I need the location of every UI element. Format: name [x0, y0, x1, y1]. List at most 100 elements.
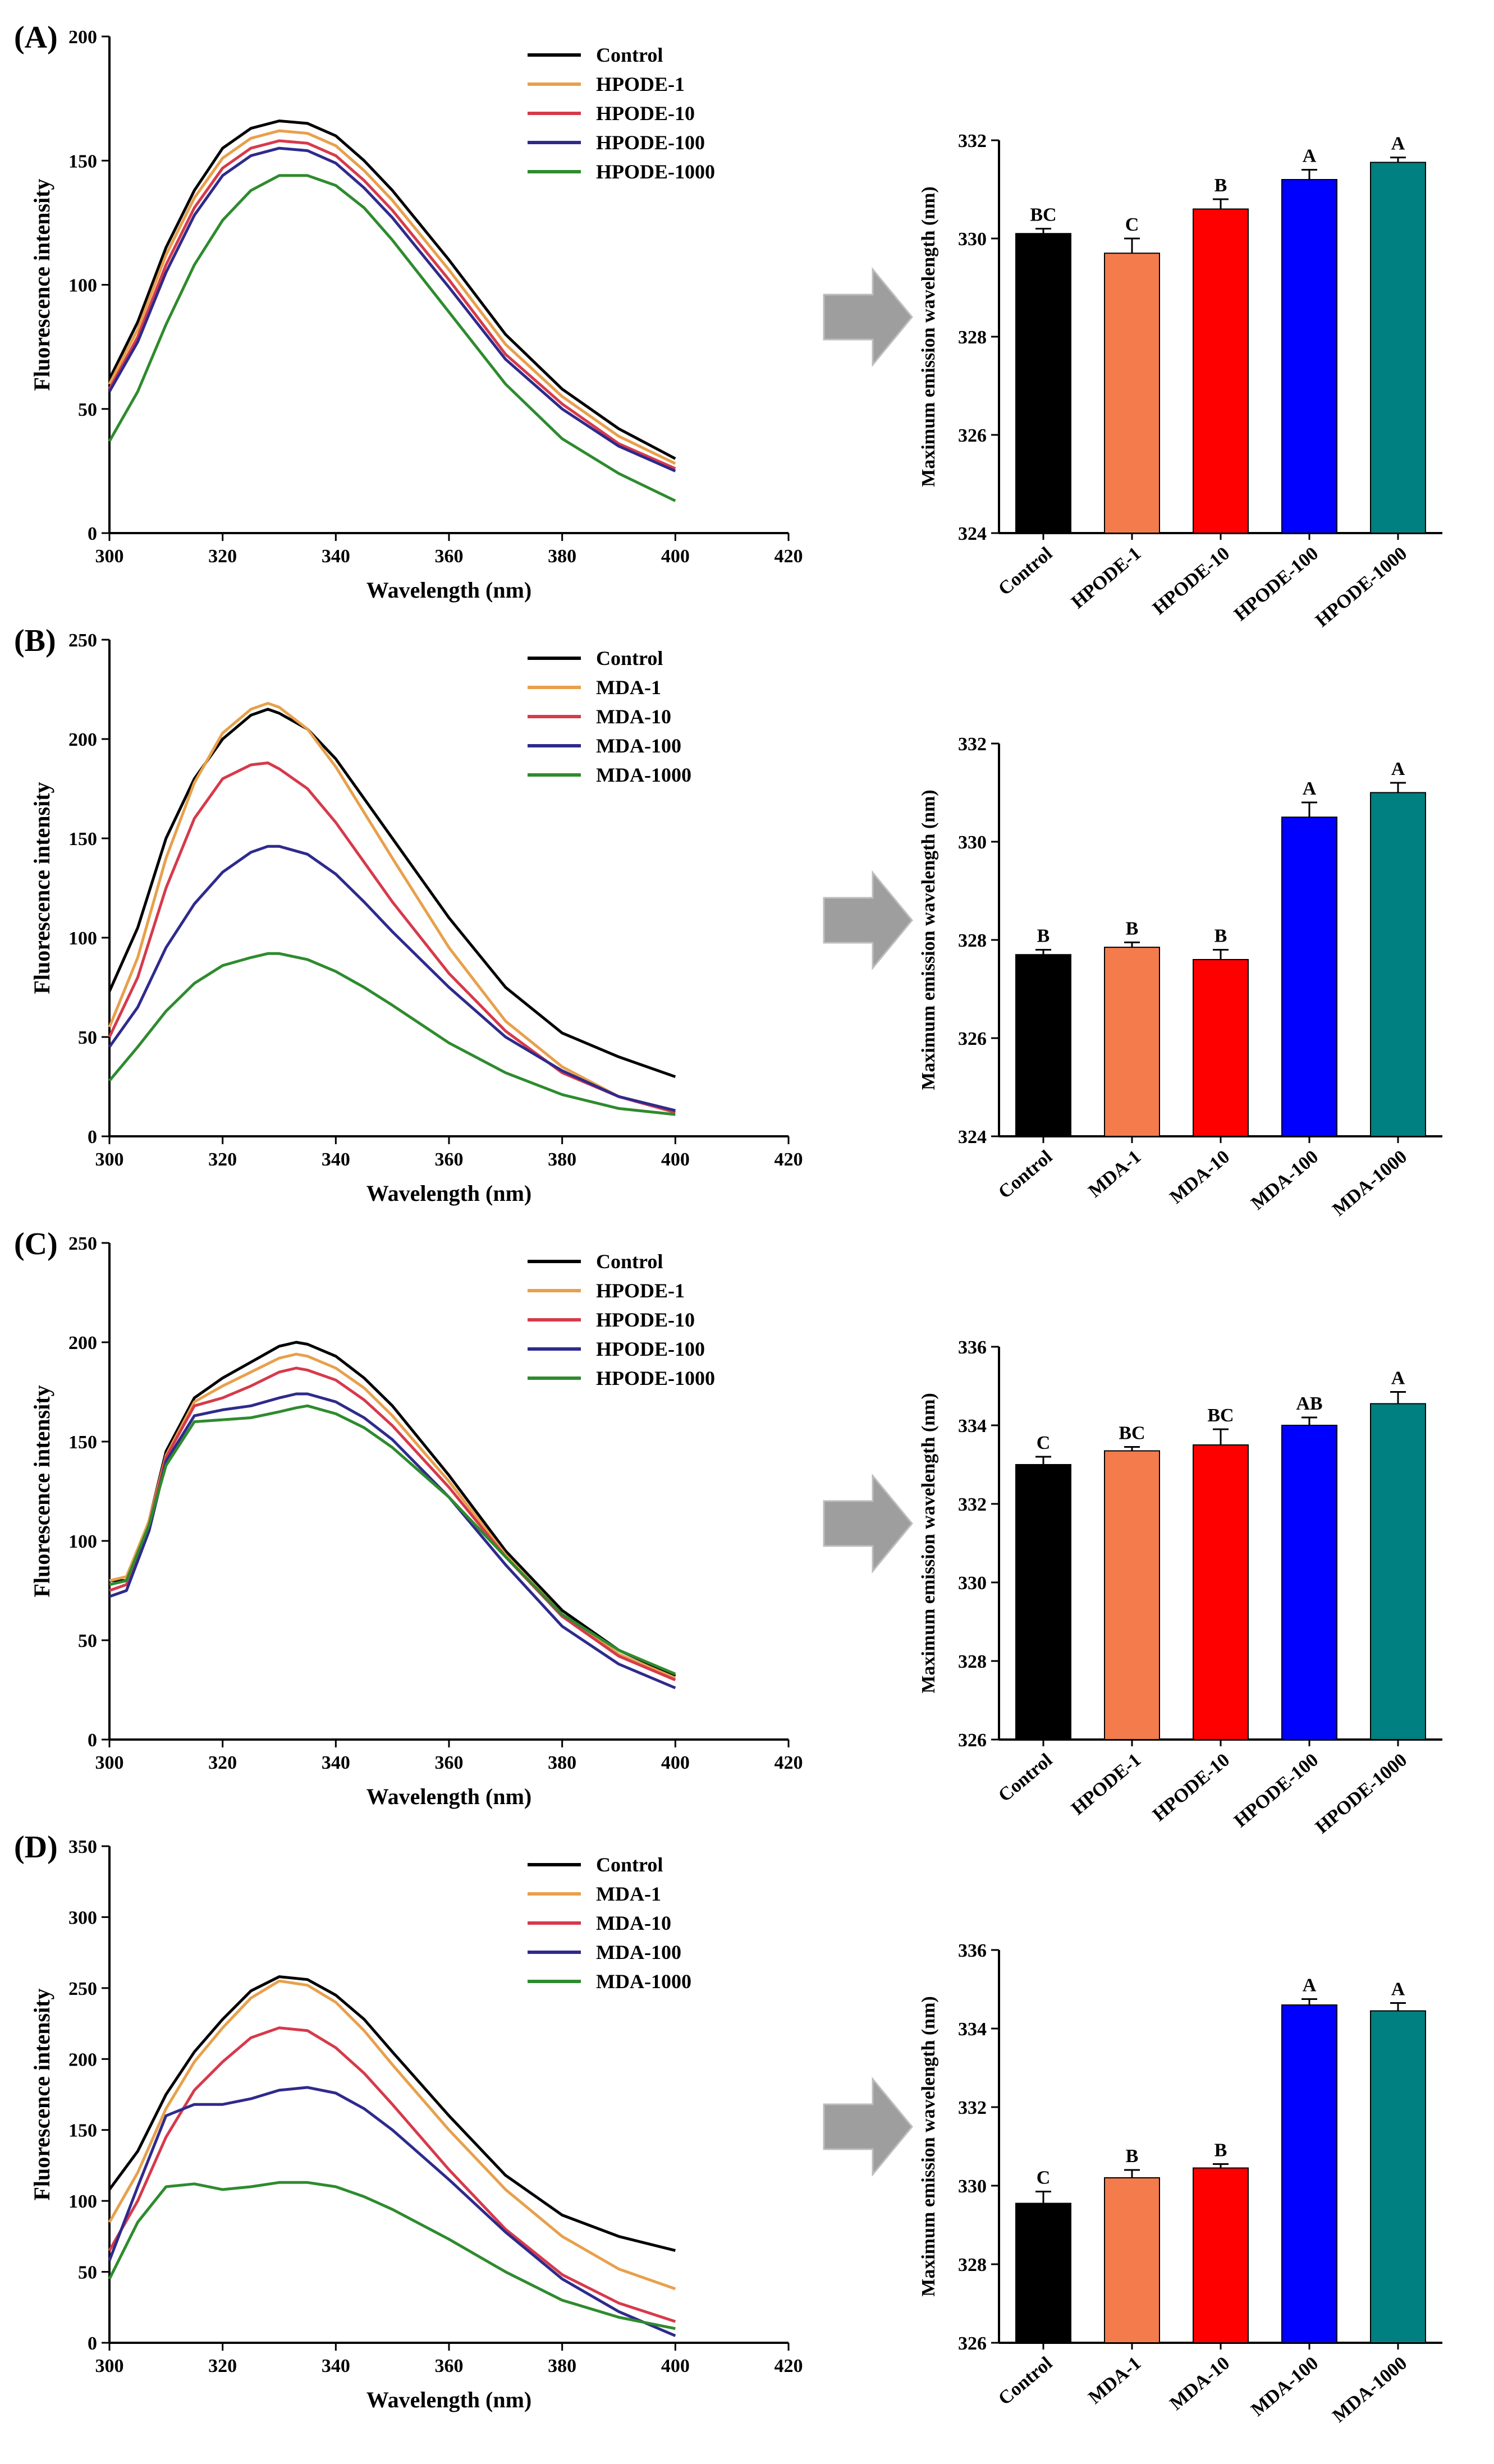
bar-control	[1015, 233, 1071, 534]
series-line-control	[109, 1341, 676, 1677]
series-line-hpode-100	[109, 1392, 676, 1690]
spectra-chart: 0 50 100 150 200 250 300 350 300 320 340 360 380 400 4…	[29, 1837, 803, 2412]
series-line-mda-10	[108, 2026, 676, 2323]
bar-hpode-100	[1281, 179, 1337, 534]
x-tick-label: 340	[322, 546, 350, 567]
y-tick-label: 200	[68, 27, 97, 48]
y-tick-label: 100	[68, 1531, 97, 1552]
bar-hpode-1	[1104, 253, 1160, 534]
significance-letter: BC	[1207, 1405, 1234, 1426]
x-tick-label: 320	[208, 2356, 237, 2376]
y-tick-label: 50	[78, 1027, 97, 1048]
bar-chart: 326 328 330 332 334 336 Maximum emission wavel…	[918, 1337, 1442, 1838]
panel-label: (B)	[14, 623, 56, 658]
y-tick-label: 250	[68, 630, 97, 651]
x-tick-label: 300	[95, 2356, 124, 2376]
bar-y-tick-label: 334	[958, 1416, 987, 1437]
significance-letter: B	[1215, 175, 1227, 196]
significance-letter: A	[1303, 778, 1317, 799]
legend-label: Control	[596, 1250, 663, 1273]
bar-y-tick-label: 324	[958, 1127, 987, 1148]
significance-letter: A	[1391, 1979, 1405, 2000]
series-line-control	[108, 708, 676, 1079]
x-axis-title: Wavelength (nm)	[366, 1181, 531, 1206]
x-tick-label: 360	[435, 2356, 464, 2376]
significance-letter: A	[1391, 1368, 1405, 1389]
bar-control	[1015, 2203, 1071, 2343]
x-tick-label: 300	[95, 1149, 124, 1170]
bar-mda-10	[1193, 2167, 1249, 2343]
y-tick-label: 250	[68, 1979, 97, 1999]
right-arrow-icon	[823, 267, 913, 368]
x-tick-label: 380	[548, 1149, 576, 1170]
bar-mda-100	[1281, 2004, 1337, 2343]
y-tick-label: 100	[68, 928, 97, 949]
y-tick-label: 100	[68, 2191, 97, 2212]
bar-y-axis-title: Maximum emission wavelength (nm)	[918, 790, 939, 1090]
bar-category-label: Control	[995, 2353, 1056, 2410]
significance-letter: C	[1037, 2168, 1051, 2188]
bar-mda-1	[1104, 2177, 1160, 2343]
bar-category-label: MDA-1000	[1328, 1146, 1411, 1220]
legend-label: HPODE-100	[596, 1338, 705, 1360]
bar-y-tick-label: 330	[958, 832, 987, 853]
y-tick-label: 150	[68, 1432, 97, 1453]
x-tick-label: 380	[548, 546, 576, 567]
spectra-chart: 0 50 100 150 200 300 320 340 360 380 400 420 Wavelen…	[29, 27, 803, 603]
series-line-mda-1	[108, 701, 676, 1112]
significance-letter: C	[1125, 214, 1139, 235]
y-tick-label: 50	[78, 2263, 97, 2283]
bar-chart: 326 328 330 332 334 336 Maximum emission wavel…	[918, 1940, 1442, 2426]
series-line-control	[108, 120, 676, 460]
bar-mda-100	[1281, 816, 1337, 1137]
series-line-mda-1000	[108, 2181, 676, 2330]
bar-control	[1015, 954, 1071, 1137]
bar-category-label: MDA-10	[1166, 2353, 1234, 2415]
significance-letter: A	[1391, 134, 1405, 154]
bar-y-tick-label: 326	[958, 1029, 987, 1049]
y-axis-title: Fluorescence intensity	[29, 1988, 54, 2200]
bar-y-tick-label: 334	[958, 2019, 987, 2040]
bar-mda-10	[1193, 959, 1249, 1137]
y-tick-label: 150	[68, 151, 97, 172]
x-axis-title: Wavelength (nm)	[366, 577, 531, 603]
bar-chart: 324 326 328 330 332 Maximum emission waveleng…	[918, 131, 1442, 631]
panel-label: (D)	[14, 1830, 58, 1865]
y-axis-title: Fluorescence intensity	[29, 178, 54, 391]
bar-hpode-1000	[1370, 162, 1426, 534]
y-tick-label: 50	[78, 1631, 97, 1651]
legend-label: Control	[596, 1853, 663, 1876]
y-tick-label: 200	[68, 729, 97, 750]
series-line-hpode-10	[108, 139, 676, 470]
y-tick-label: 0	[88, 524, 97, 544]
x-tick-label: 420	[775, 2356, 803, 2376]
y-tick-label: 200	[68, 2049, 97, 2070]
legend-label: HPODE-1	[596, 73, 685, 95]
bar-category-label: HPODE-100	[1230, 1750, 1322, 1832]
significance-letter: B	[1215, 2140, 1227, 2161]
right-arrow-icon	[823, 1473, 913, 1574]
legend-label: MDA-1	[596, 676, 661, 699]
bar-chart: 324 326 328 330 332 Maximum emission waveleng…	[918, 734, 1442, 1220]
series-line-hpode-1	[108, 129, 676, 465]
panel-label: (A)	[14, 20, 58, 55]
x-tick-label: 380	[548, 1752, 576, 1773]
bar-category-label: MDA-1	[1084, 2353, 1145, 2408]
significance-letter: B	[1037, 926, 1050, 947]
x-axis-title: Wavelength (nm)	[366, 1784, 531, 1809]
bar-y-tick-label: 324	[958, 524, 987, 544]
x-tick-label: 320	[208, 546, 237, 567]
bar-hpode-10	[1193, 208, 1249, 534]
y-tick-label: 300	[68, 1907, 97, 1928]
panel-3: (D) 0 50 100 150 200 250 300 350 300 320 340 360 380 4…	[14, 1830, 1442, 2426]
spectra-chart: 0 50 100 150 200 250 300 320 340 360 380 400 420 Wave…	[29, 1233, 803, 1809]
x-tick-label: 340	[322, 2356, 350, 2376]
series-line-mda-1	[108, 1979, 676, 2291]
legend-label: HPODE-100	[596, 131, 705, 154]
right-arrow-icon	[823, 2076, 913, 2177]
x-tick-label: 420	[775, 1752, 803, 1773]
y-tick-label: 350	[68, 1837, 97, 1857]
bar-hpode-1	[1104, 1450, 1160, 1740]
legend-label: MDA-1000	[596, 764, 691, 786]
bar-y-tick-label: 336	[958, 1940, 987, 1961]
